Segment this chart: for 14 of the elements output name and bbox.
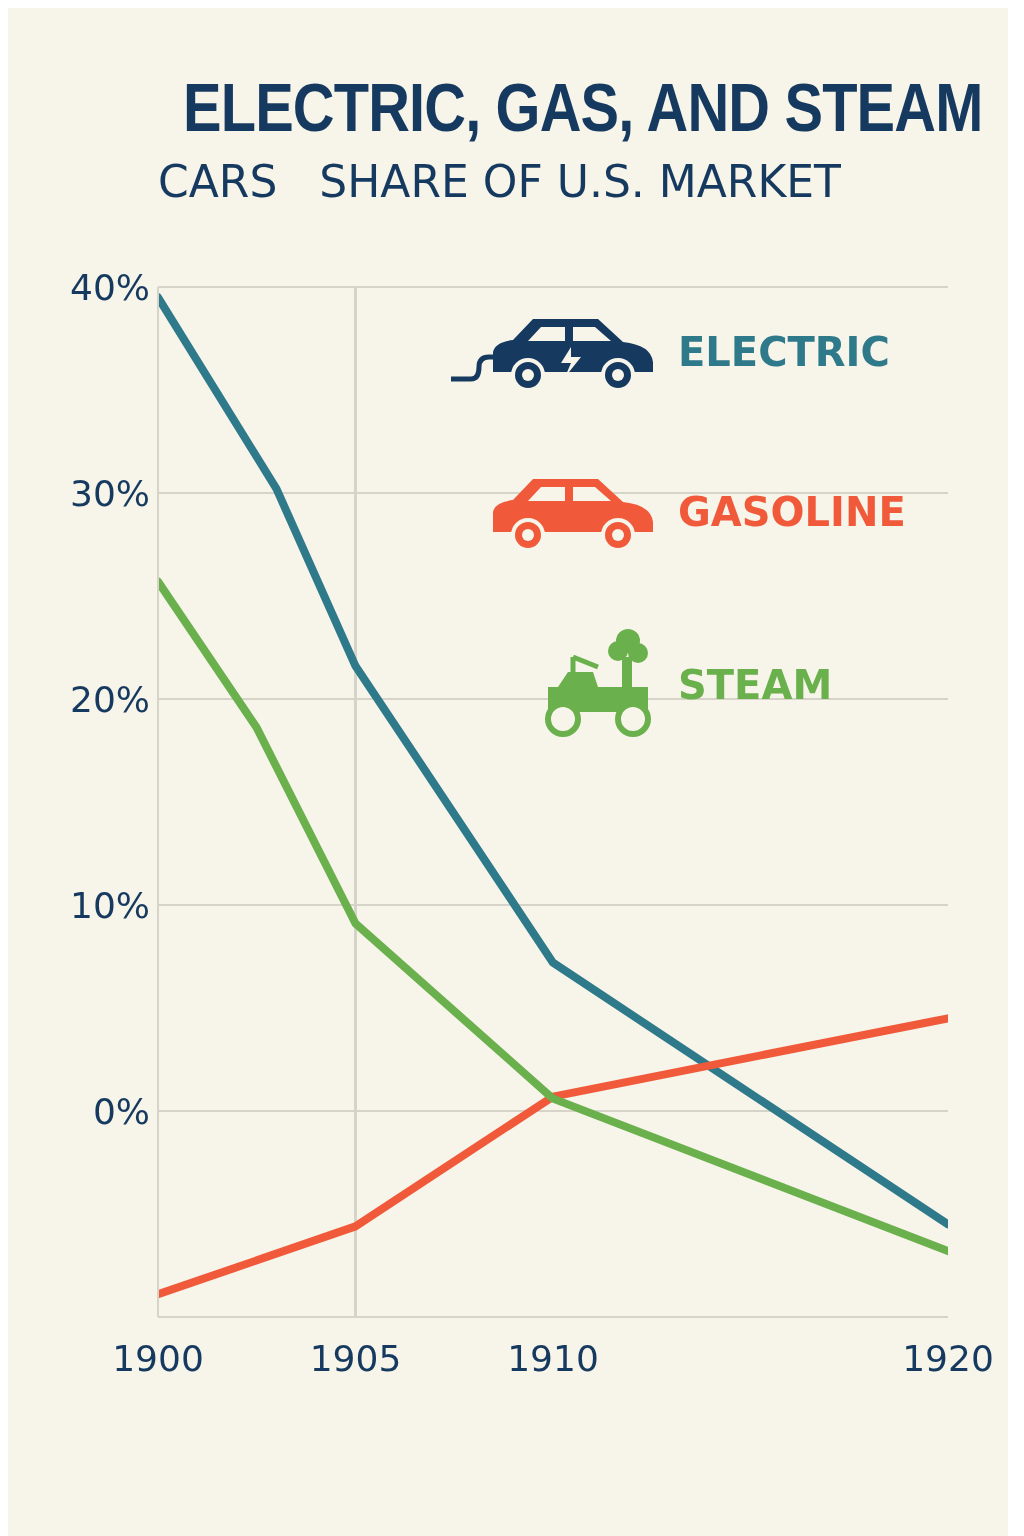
x-tick-label: 1910 — [507, 1337, 599, 1379]
y-tick-label: 0% — [92, 1090, 150, 1132]
text: ELECTRIC — [678, 329, 891, 375]
y-tick-label: 10% — [69, 884, 150, 926]
legend-label: GASOLINE — [678, 489, 907, 535]
chart-subtitle: CARS SHARE OF U.S. MARKET — [157, 156, 842, 207]
y-tick-label: 40% — [69, 266, 150, 308]
chart-title: ELECTRIC, GAS, AND STEAM — [181, 68, 984, 146]
x-tick-label: 1920 — [902, 1337, 994, 1379]
y-tick-label: 20% — [69, 678, 150, 720]
legend-label: STEAM — [678, 661, 834, 708]
x-tick-label: 1905 — [309, 1337, 402, 1379]
x-tick-label: 1900 — [112, 1337, 204, 1379]
y-tick-label: 30% — [69, 472, 150, 514]
